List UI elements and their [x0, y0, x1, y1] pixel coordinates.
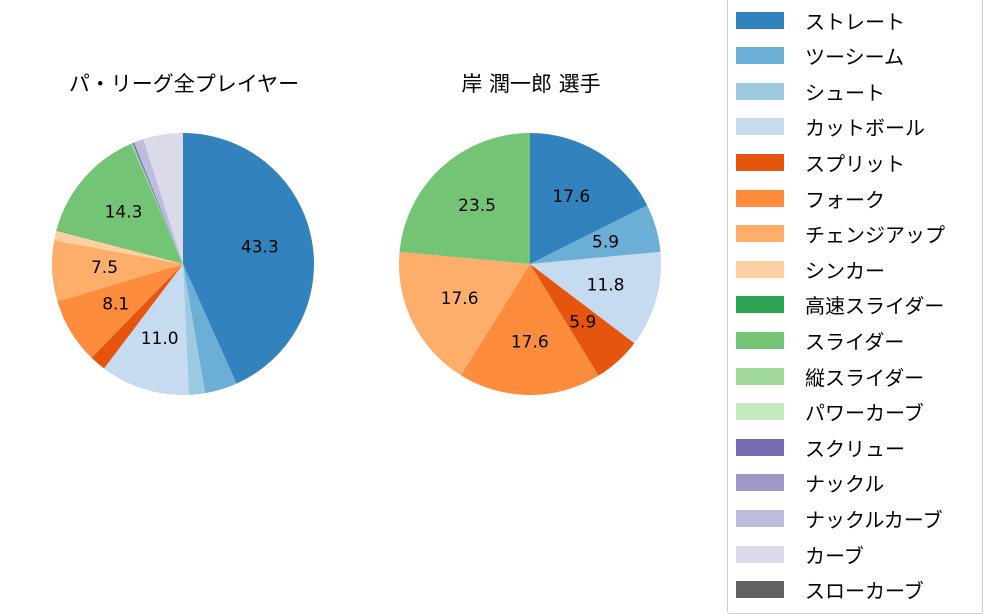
- legend-swatch: [736, 82, 784, 100]
- slice-value-label: 14.3: [105, 203, 143, 223]
- legend-item: カットボール: [736, 116, 925, 140]
- pie-slice: [530, 251, 662, 344]
- legend-swatch: [736, 296, 784, 314]
- legend-item: ナックルカーブ: [736, 508, 943, 532]
- legend: ストレートツーシームシュートカットボール スプリットフォークチェンジアップ シンカー…: [727, 0, 983, 614]
- legend-swatch: [736, 260, 784, 278]
- slice-value-label: 17.6: [511, 333, 549, 353]
- slice-value-label: 17.6: [441, 289, 479, 309]
- legend-item: ツーシーム: [736, 45, 904, 69]
- legend-swatch: [736, 47, 784, 65]
- legend-item: ナックル: [736, 472, 884, 496]
- pie-slice: [530, 264, 635, 376]
- legend-swatch: [736, 581, 784, 599]
- pie-slice: [143, 133, 183, 264]
- slice-value-label: 23.5: [458, 196, 496, 216]
- slice-value-label: 11.8: [587, 276, 625, 296]
- legend-label: ナックル: [805, 472, 885, 497]
- legend-item: スプリット: [736, 152, 905, 176]
- legend-item: シュート: [736, 81, 885, 105]
- pie-slice: [57, 264, 183, 358]
- pie-slice: [183, 264, 206, 395]
- pie-slice: [183, 264, 237, 394]
- slice-value-label: 5.9: [592, 232, 619, 252]
- legend-swatch: [736, 153, 784, 171]
- legend-label: カーブ: [805, 543, 864, 568]
- slice-value-label: 5.9: [569, 312, 596, 332]
- legend-swatch: [736, 403, 784, 421]
- legend-swatch: [736, 438, 784, 456]
- right-pie-chart: 17.6 5.9 11.8 5.9 17.6 17.6 23.5: [399, 133, 662, 396]
- legend-swatch: [736, 367, 784, 385]
- legend-swatch: [736, 509, 784, 527]
- legend-item: ストレート: [736, 10, 905, 34]
- legend-swatch: [736, 331, 784, 349]
- legend-label: パワーカーブ: [805, 401, 924, 426]
- pie-slice: [56, 143, 183, 264]
- legend-label: ナックルカーブ: [805, 507, 943, 532]
- legend-label: シュート: [805, 80, 885, 105]
- pie-slice: [52, 240, 183, 302]
- legend-label: スクリュー: [805, 436, 905, 461]
- pie-slice: [130, 143, 183, 264]
- legend-item: パワーカーブ: [736, 401, 924, 425]
- legend-label: シンカー: [805, 258, 885, 283]
- legend-item: スライダー: [736, 330, 904, 354]
- pie-slice: [91, 264, 183, 369]
- legend-swatch: [736, 474, 784, 492]
- pie-slice: [530, 205, 661, 264]
- legend-label: ストレート: [805, 9, 905, 34]
- right-chart-title: 岸 潤一郎 選手: [461, 72, 601, 96]
- legend-label: スプリット: [805, 151, 905, 176]
- pie-slice: [132, 142, 183, 264]
- pie-slice: [399, 251, 530, 376]
- pie-charts: 43.311.08.17.514.3 17.65.911.85.917.617.…: [52, 133, 662, 396]
- pie-slice: [54, 230, 184, 264]
- legend-label: フォーク: [805, 187, 885, 212]
- legend-item: フォーク: [736, 188, 885, 212]
- legend-label: カットボール: [805, 116, 925, 141]
- pie-slice: [104, 264, 189, 395]
- legend-label: スローカーブ: [805, 579, 924, 604]
- slice-value-label: 17.6: [552, 187, 590, 207]
- left-chart-title: パ・リーグ全プレイヤー: [68, 72, 300, 96]
- legend-item: 高速スライダー: [736, 294, 944, 318]
- legend-item: スクリュー: [736, 437, 905, 461]
- pie-slice: [460, 264, 599, 396]
- pie-slice: [530, 133, 648, 264]
- left-pie-chart: 43.3 11.0 8.1 7.5 14.3: [52, 133, 315, 395]
- legend-swatch: [736, 118, 784, 136]
- pie-slice: [56, 229, 184, 264]
- legend-label: ツーシーム: [805, 45, 904, 70]
- legend-item: シンカー: [736, 259, 885, 283]
- legend-label: 高速スライダー: [805, 294, 945, 319]
- legend-swatch: [736, 11, 784, 29]
- legend-label: 縦スライダー: [805, 365, 925, 390]
- legend-swatch: [736, 189, 784, 207]
- slice-value-label: 7.5: [91, 258, 118, 278]
- legend-item: 縦スライダー: [736, 366, 924, 390]
- pie-slice: [399, 133, 530, 264]
- slice-value-label: 11.0: [141, 329, 179, 349]
- legend-label: スライダー: [805, 329, 905, 354]
- pie-slice: [134, 139, 183, 264]
- legend-item: チェンジアップ: [736, 223, 945, 247]
- legend-swatch: [736, 225, 784, 243]
- legend-item: スローカーブ: [736, 579, 924, 603]
- pie-slice: [183, 133, 315, 384]
- slice-value-label: 8.1: [102, 295, 129, 315]
- legend-label: チェンジアップ: [805, 223, 945, 248]
- legend-swatch: [736, 545, 784, 563]
- slice-value-label: 43.3: [241, 238, 279, 258]
- legend-item: カーブ: [736, 544, 864, 568]
